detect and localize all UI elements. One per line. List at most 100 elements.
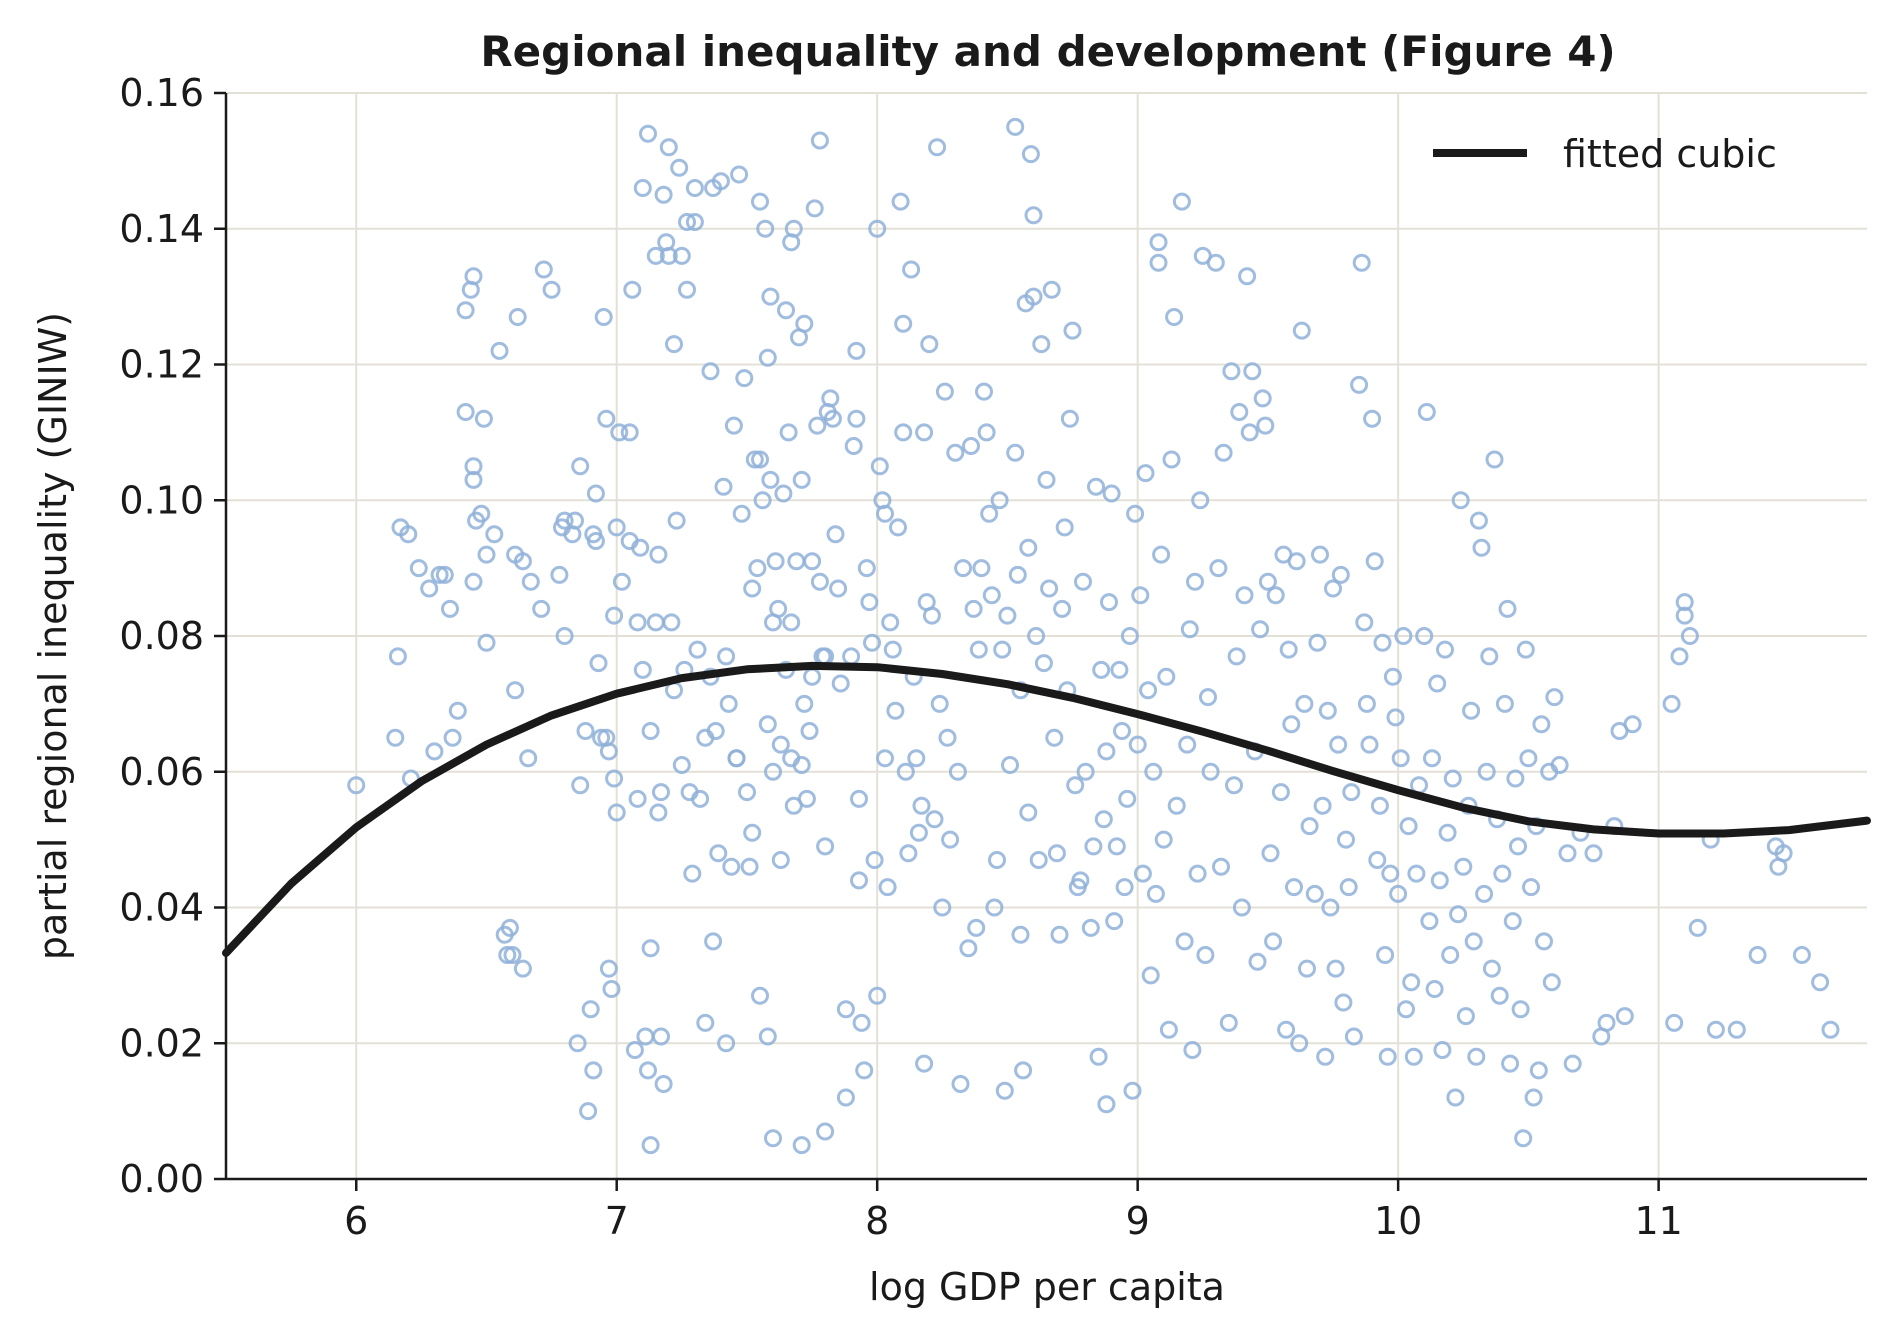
scatter-point: [1050, 925, 1069, 944]
scatter-point: [1071, 871, 1090, 890]
scatter-point: [706, 722, 725, 740]
scatter-point: [777, 301, 795, 320]
scatter-point: [1469, 511, 1488, 530]
scatter-point: [938, 728, 957, 747]
scatter-point: [727, 749, 746, 768]
scatter-point: [636, 1027, 655, 1046]
scatter-point: [605, 769, 624, 788]
scatter-point: [1370, 796, 1389, 815]
scatter-point: [1024, 206, 1043, 225]
scatter-point: [633, 179, 652, 197]
scatter-point: [870, 457, 889, 476]
scatter-point: [646, 246, 665, 265]
scatter-point: [1271, 783, 1290, 802]
scatter-point: [599, 742, 618, 761]
y-tick-label: 0.00: [119, 1157, 204, 1201]
y-axis-ticks: 0.00 0.02 0.04 0.06 0.08 0.10 0.12 0.14 0.16: [119, 71, 226, 1201]
scatter-point: [1032, 335, 1051, 354]
scatter-point: [1360, 735, 1379, 754]
scatter-point: [1206, 253, 1225, 272]
scatter-point: [500, 918, 519, 937]
scatter-point: [1094, 810, 1113, 829]
scatter-point: [1563, 1054, 1582, 1073]
scatter-point: [829, 579, 848, 598]
scatter-point: [1290, 1034, 1309, 1053]
scatter-point: [639, 124, 657, 143]
scatter-point: [711, 172, 730, 191]
scatter-point: [584, 1061, 603, 1080]
scatter-point: [420, 579, 439, 598]
scatter-point: [857, 559, 876, 578]
scatter-point: [639, 1061, 657, 1080]
scatter-point: [964, 599, 983, 618]
scatter-point: [821, 389, 840, 408]
scatter-point: [899, 844, 918, 863]
scatter-point: [1318, 701, 1337, 720]
scatter-point: [745, 450, 764, 469]
scatter-point: [1019, 538, 1038, 557]
scatter-point: [388, 647, 407, 666]
scatter-point: [1584, 844, 1603, 863]
scatter-point: [1235, 586, 1254, 605]
scatter-point: [649, 545, 668, 564]
scatter-point: [683, 864, 702, 883]
scatter-point: [1821, 1020, 1840, 1039]
scatter-point: [409, 559, 428, 578]
scatter-point: [761, 287, 780, 306]
scatter-point: [1001, 756, 1019, 774]
y-tick-label: 0.14: [119, 207, 204, 251]
scatter-point: [795, 314, 814, 333]
scatter-point: [844, 437, 863, 455]
scatter-point: [810, 572, 829, 591]
scatter-point: [1107, 837, 1126, 856]
scatter-point: [1232, 898, 1251, 917]
scatter-point: [589, 654, 608, 673]
scatter-point: [1438, 823, 1457, 842]
scatter-point: [670, 158, 689, 177]
scatter-point: [1425, 980, 1444, 998]
scatter-point: [1040, 579, 1059, 598]
scatter-point: [717, 1034, 736, 1053]
x-tick-label: 9: [1126, 1199, 1150, 1243]
scatter-point: [1485, 450, 1504, 469]
scatter-point: [1308, 633, 1327, 652]
scatter-point: [1037, 470, 1056, 489]
scatter-point: [753, 491, 772, 510]
scatter-point: [1389, 884, 1408, 903]
scatter-point: [836, 1088, 855, 1107]
scatter-point: [1456, 1007, 1475, 1026]
scatter-point: [1136, 464, 1155, 483]
scatter-point: [925, 810, 944, 829]
scatter-point: [1253, 389, 1272, 408]
scatter-point: [912, 796, 931, 815]
scatter-point: [1209, 559, 1228, 578]
scatter-point: [477, 545, 496, 564]
scatter-point: [894, 423, 913, 442]
scatter-point: [764, 762, 782, 781]
scatter-point: [691, 789, 710, 808]
scatter-point: [1120, 627, 1139, 645]
scatter-point: [1350, 375, 1369, 394]
scatter-point: [792, 470, 811, 489]
scatter-point: [347, 776, 366, 795]
scatter-point: [555, 511, 574, 530]
scatter-point: [894, 314, 913, 333]
scatter-point: [836, 1000, 855, 1019]
scatter-point: [1178, 735, 1197, 754]
scatter-point: [672, 756, 691, 774]
scatter-point: [586, 484, 605, 503]
scatter-point: [928, 138, 947, 157]
scatter-point: [850, 871, 868, 890]
scatter-point: [751, 986, 769, 1005]
scatter-point: [628, 613, 647, 632]
scatter-point: [667, 511, 686, 530]
scatter-point: [1436, 640, 1454, 659]
scatter-point: [758, 348, 777, 367]
scatter-point: [1081, 918, 1100, 937]
scatter-point: [631, 538, 650, 557]
scatter-point: [1063, 321, 1082, 340]
scatter-point: [448, 701, 467, 720]
scatter-point: [735, 369, 754, 388]
scatter-point: [506, 681, 525, 700]
scatter-point: [1383, 667, 1402, 686]
